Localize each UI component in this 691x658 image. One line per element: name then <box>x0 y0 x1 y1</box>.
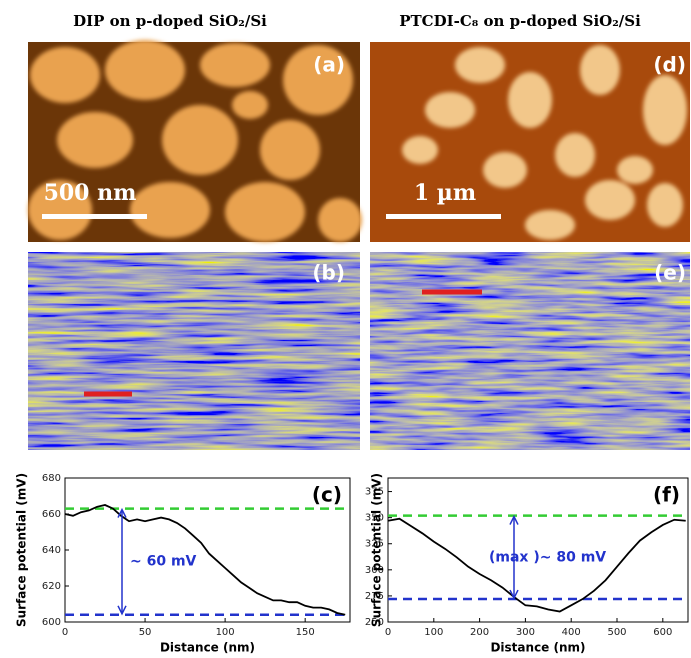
x-axis-label: Distance (nm) <box>160 641 255 655</box>
scale-bar-label: 500 nm <box>44 180 137 206</box>
panel-label: (c) <box>312 483 342 507</box>
x-tick-label: 500 <box>607 627 626 638</box>
data-line <box>387 517 686 613</box>
arrow-head <box>509 514 519 600</box>
column-title: PTCDI-C₈ on p-doped SiO₂/Si <box>399 12 641 30</box>
x-tick-label: 600 <box>653 627 672 638</box>
panel-label: (b) <box>312 261 345 285</box>
y-tick-label: 300 <box>365 565 384 576</box>
x-tick-label: 150 <box>296 627 315 638</box>
panel-label: (d) <box>653 53 686 77</box>
x-tick-label: 300 <box>516 627 535 638</box>
x-axis-label: Distance (nm) <box>490 641 585 655</box>
x-tick-label: 200 <box>470 627 489 638</box>
scale-bar-label: 1 µm <box>414 180 476 206</box>
arrow-head <box>117 507 127 616</box>
y-tick-label: 275 <box>365 591 384 602</box>
x-tick-label: 50 <box>139 627 152 638</box>
afm-image <box>28 40 362 242</box>
x-tick-label: 100 <box>424 627 443 638</box>
kpfm-image <box>28 252 360 450</box>
y-tick-label: 325 <box>365 539 384 550</box>
y-tick-label: 640 <box>42 545 61 556</box>
y-tick-label: 250 <box>365 617 384 628</box>
panel-label: (e) <box>654 261 686 285</box>
y-tick-label: 375 <box>365 487 384 498</box>
y-tick-label: 620 <box>42 581 61 592</box>
afm-image <box>370 42 690 242</box>
y-tick-label: 350 <box>365 513 384 524</box>
panel-label: (a) <box>313 53 345 77</box>
plot-frame <box>387 477 689 623</box>
x-tick-label: 0 <box>385 627 391 638</box>
x-tick-label: 100 <box>216 627 235 638</box>
y-axis-label: Surface potential (mV) <box>15 473 29 627</box>
annotation: (max )~ 80 mV <box>489 549 606 565</box>
column-title: DIP on p-doped SiO₂/Si <box>73 12 267 30</box>
data-line <box>64 504 346 616</box>
x-tick-label: 400 <box>562 627 581 638</box>
y-axis-label: Surface potential (mV) <box>370 473 384 627</box>
y-tick-label: 660 <box>42 509 61 520</box>
panel-label: (f) <box>653 483 680 507</box>
kpfm-image <box>370 252 690 450</box>
annotation: ~ 60 mV <box>130 554 197 570</box>
y-tick-label: 680 <box>42 473 61 484</box>
y-tick-label: 600 <box>42 617 61 628</box>
x-tick-label: 0 <box>62 627 68 638</box>
